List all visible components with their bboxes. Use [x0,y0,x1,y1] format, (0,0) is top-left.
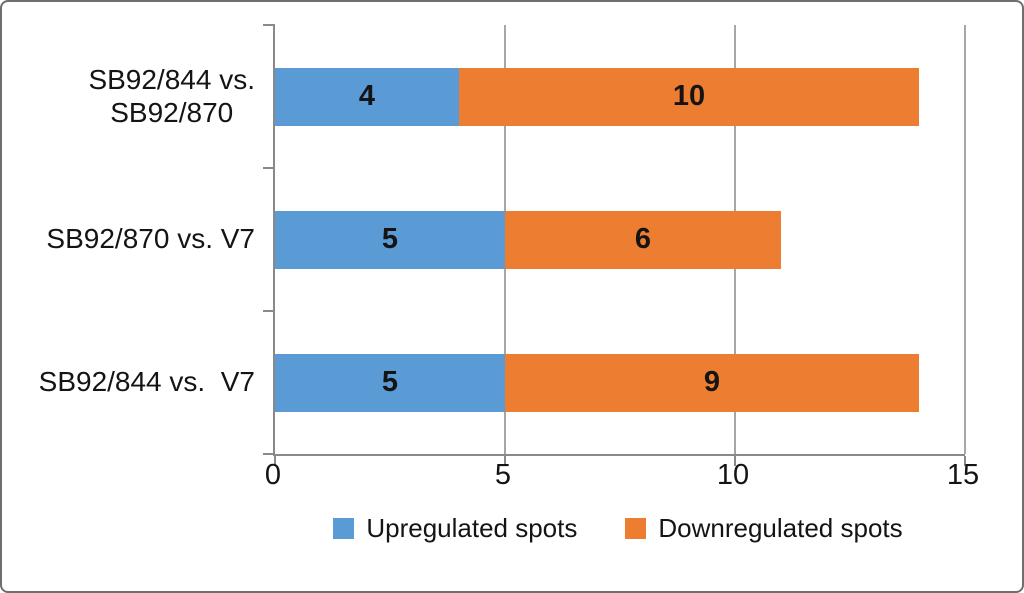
bar-value-label: 4 [358,80,376,112]
category-cell: SB92/870 vs. V7 [2,168,255,311]
y-axis-tick [263,167,275,169]
legend-swatch-downregulated-spots [625,517,647,539]
x-axis-tick-label: 5 [494,459,512,491]
x-axis-tick [964,456,966,466]
legend-swatch-upregulated-spots [333,517,355,539]
bar-segment-upregulated-spots: 5 [275,353,505,412]
bar-value-label: 9 [703,366,721,398]
x-axis-tick-labels: 0 5 10 15 [265,459,979,496]
category-label: SB92/844 vs. V7 [38,366,255,398]
x-axis-tick [274,456,276,466]
x-axis-tick-label: 10 [716,459,750,491]
x-axis-tick-label: 0 [264,459,282,491]
y-axis-tick [263,453,275,455]
legend-label: Downregulated spots [658,512,903,543]
bar-segment-downregulated-spots: 6 [505,210,781,269]
x-axis-tick [504,456,506,466]
bar-segment-upregulated-spots: 4 [275,67,459,126]
plot-area: 4 10 5 6 5 9 [263,24,966,466]
x-axis-tick-label: 15 [946,459,980,491]
bar-segment-upregulated-spots: 5 [275,210,505,269]
y-axis-tick [263,310,275,312]
gridline [964,25,966,454]
y-axis-tick [263,24,275,26]
legend-entry: Upregulated spots [333,514,577,543]
legend: Upregulated spots Downregulated spots [273,508,963,548]
category-axis-labels: SB92/844 vs. SB92/870 SB92/870 vs. V7 SB92… [2,25,255,454]
bar-row: 4 10 [275,25,965,168]
category-cell: SB92/844 vs. V7 [2,311,255,454]
legend-entry: Downregulated spots [625,512,903,543]
bar-stack: 4 10 [275,67,965,126]
bar-value-label: 10 [672,80,706,112]
x-axis-tick [734,456,736,466]
legend-label: Upregulated spots [366,512,578,543]
bar-value-label: 6 [634,223,652,255]
bar-segment-downregulated-spots: 10 [459,67,919,126]
bar-segment-downregulated-spots: 9 [505,353,919,412]
bar-value-label: 5 [381,223,399,255]
bar-value-label: 5 [381,366,399,398]
category-label: SB92/844 vs. SB92/870 [88,64,255,128]
category-label: SB92/870 vs. V7 [46,223,255,255]
category-cell: SB92/844 vs. SB92/870 [2,25,255,168]
